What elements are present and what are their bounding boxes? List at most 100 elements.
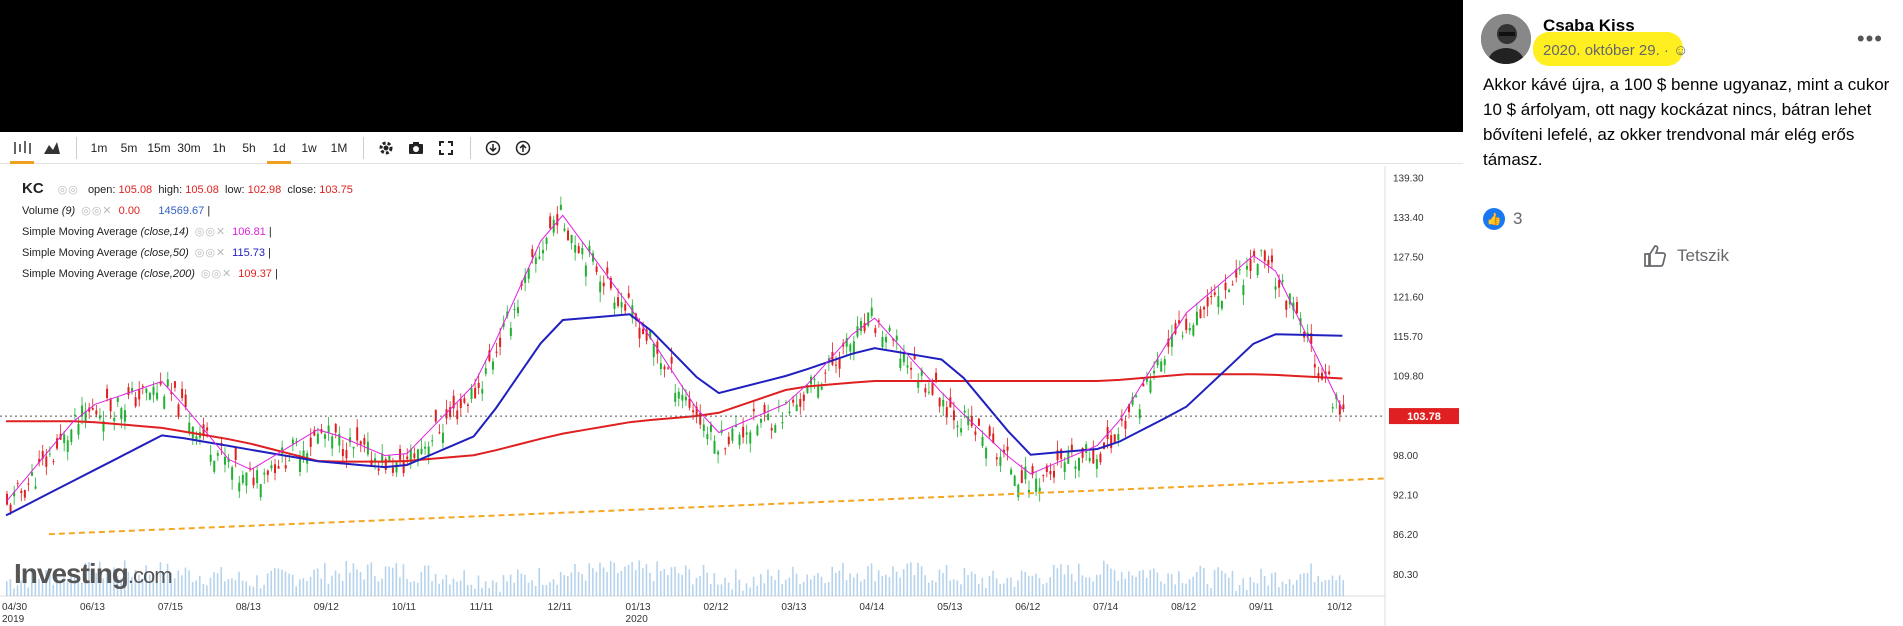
candle-body <box>513 309 516 311</box>
price-chart[interactable]: 139.30 133.40 127.50 121.60 115.70 109.80 98.0… <box>0 166 1463 626</box>
candle-body <box>95 410 98 415</box>
timeframe-5h[interactable]: 5h <box>242 140 256 155</box>
more-options-icon[interactable]: ••• <box>1856 26 1883 51</box>
volume-bar <box>263 584 265 596</box>
download-cloud-icon[interactable] <box>479 136 507 160</box>
candle-body <box>1274 286 1277 290</box>
candle-body <box>1249 259 1252 272</box>
area-chart-icon[interactable] <box>38 136 66 160</box>
volume-bar <box>1010 577 1012 596</box>
volume-bar <box>1078 563 1080 596</box>
candle-body <box>1035 478 1038 492</box>
candle-body <box>1160 361 1163 372</box>
volume-bar <box>295 586 298 596</box>
chart-toolbar: 1m 5m 15m 30m 1h 5h 1d 1w 1M <box>0 132 1463 164</box>
symbol-label: KC <box>22 180 44 197</box>
candle-body <box>491 361 494 370</box>
timeframe-1h[interactable]: 1h <box>212 140 226 155</box>
settings-icons[interactable]: ◎◎✕ <box>194 226 227 238</box>
volume-bar <box>459 580 462 596</box>
author-name[interactable]: Csaba Kiss <box>1543 16 1635 35</box>
volume-bar <box>313 569 315 596</box>
timeframe-1M[interactable]: 1M <box>330 140 348 155</box>
timeframe-1d[interactable]: 1d <box>265 136 293 164</box>
volume-bar <box>963 568 966 596</box>
volume-bar <box>316 568 319 596</box>
volume-bar <box>309 576 312 596</box>
candlestick-chart-icon[interactable] <box>8 136 36 164</box>
candle-body <box>667 367 670 369</box>
volume-bar <box>1288 579 1291 596</box>
volume-bar <box>156 580 158 596</box>
volume-bar <box>91 580 94 596</box>
volume-bar <box>577 572 580 596</box>
avatar[interactable] <box>1481 14 1531 64</box>
candle-body <box>1142 383 1145 387</box>
candle-body <box>77 423 80 435</box>
candle-body <box>1199 309 1202 319</box>
candle-body <box>699 412 702 425</box>
timeframe-5m[interactable]: 5m <box>120 140 138 155</box>
volume-bar <box>788 577 791 596</box>
low-label: low: <box>225 184 245 196</box>
timeframe-30m[interactable]: 30m <box>177 140 201 155</box>
candle-body <box>34 486 37 489</box>
candle-body <box>73 414 76 416</box>
reactions-bar[interactable]: 👍 3 <box>1483 208 1522 230</box>
candle-body <box>209 454 212 462</box>
candle-body <box>863 322 866 332</box>
gear-icon[interactable] <box>372 136 400 160</box>
volume-bar <box>70 572 72 596</box>
candle-body <box>988 426 991 437</box>
thumbs-up-icon: 👍 <box>1483 208 1505 230</box>
volume-bar <box>152 574 155 596</box>
volume-bar <box>895 571 898 596</box>
candle-body <box>270 465 273 469</box>
candle-body <box>1113 434 1116 443</box>
candle-body <box>1195 311 1198 325</box>
candle-body <box>227 458 230 463</box>
timeframe-15m[interactable]: 15m <box>147 140 171 155</box>
camera-icon[interactable] <box>402 136 430 160</box>
timeframe-1w[interactable]: 1w <box>301 140 317 155</box>
post-date[interactable]: 2020. október 29. · ☺ <box>1543 42 1689 59</box>
candle-body <box>606 267 609 274</box>
volume-bar <box>1181 582 1184 596</box>
volume-bar <box>177 570 180 596</box>
volume-bar <box>438 583 440 596</box>
fullscreen-icon[interactable] <box>432 136 460 160</box>
timeframe-1m[interactable]: 1m <box>90 140 108 155</box>
sma-param: (close,14) <box>140 226 189 238</box>
settings-icons[interactable]: ◎◎✕ <box>200 268 233 280</box>
candle-body <box>684 396 687 401</box>
toolbar-divider <box>470 136 471 159</box>
volume-bar <box>377 581 380 596</box>
volume-bar <box>1088 577 1091 596</box>
volume-bar <box>499 591 501 596</box>
candle-body <box>717 451 720 455</box>
volume-bar <box>173 578 176 596</box>
volume-bar <box>334 570 337 596</box>
settings-icons[interactable]: ◎◎✕ <box>194 247 227 259</box>
volume-bar <box>73 573 76 596</box>
candle-body <box>1217 296 1220 308</box>
volume-bar <box>120 578 122 596</box>
like-button[interactable]: Tetszik <box>1643 245 1729 267</box>
volume-bar <box>320 578 323 596</box>
eye-icon[interactable]: ◎◎ <box>57 184 79 196</box>
volume-bar <box>1045 582 1048 596</box>
date-text[interactable]: 2020. október 29. <box>1543 42 1660 59</box>
volume-bar <box>1178 571 1180 596</box>
volume-bar <box>842 562 844 596</box>
upload-cloud-icon[interactable] <box>509 136 537 160</box>
settings-icons[interactable]: ◎◎✕ <box>81 205 113 217</box>
candle-body <box>631 305 634 319</box>
volume-bar <box>484 581 487 596</box>
volume-param: (9) <box>61 205 76 217</box>
volume-bar <box>1124 578 1127 596</box>
volume-bar <box>820 576 823 596</box>
volume-bar <box>549 582 551 596</box>
candle-body <box>420 448 423 454</box>
volume-bar <box>1292 584 1294 596</box>
sma50-line <box>5 313 1343 517</box>
